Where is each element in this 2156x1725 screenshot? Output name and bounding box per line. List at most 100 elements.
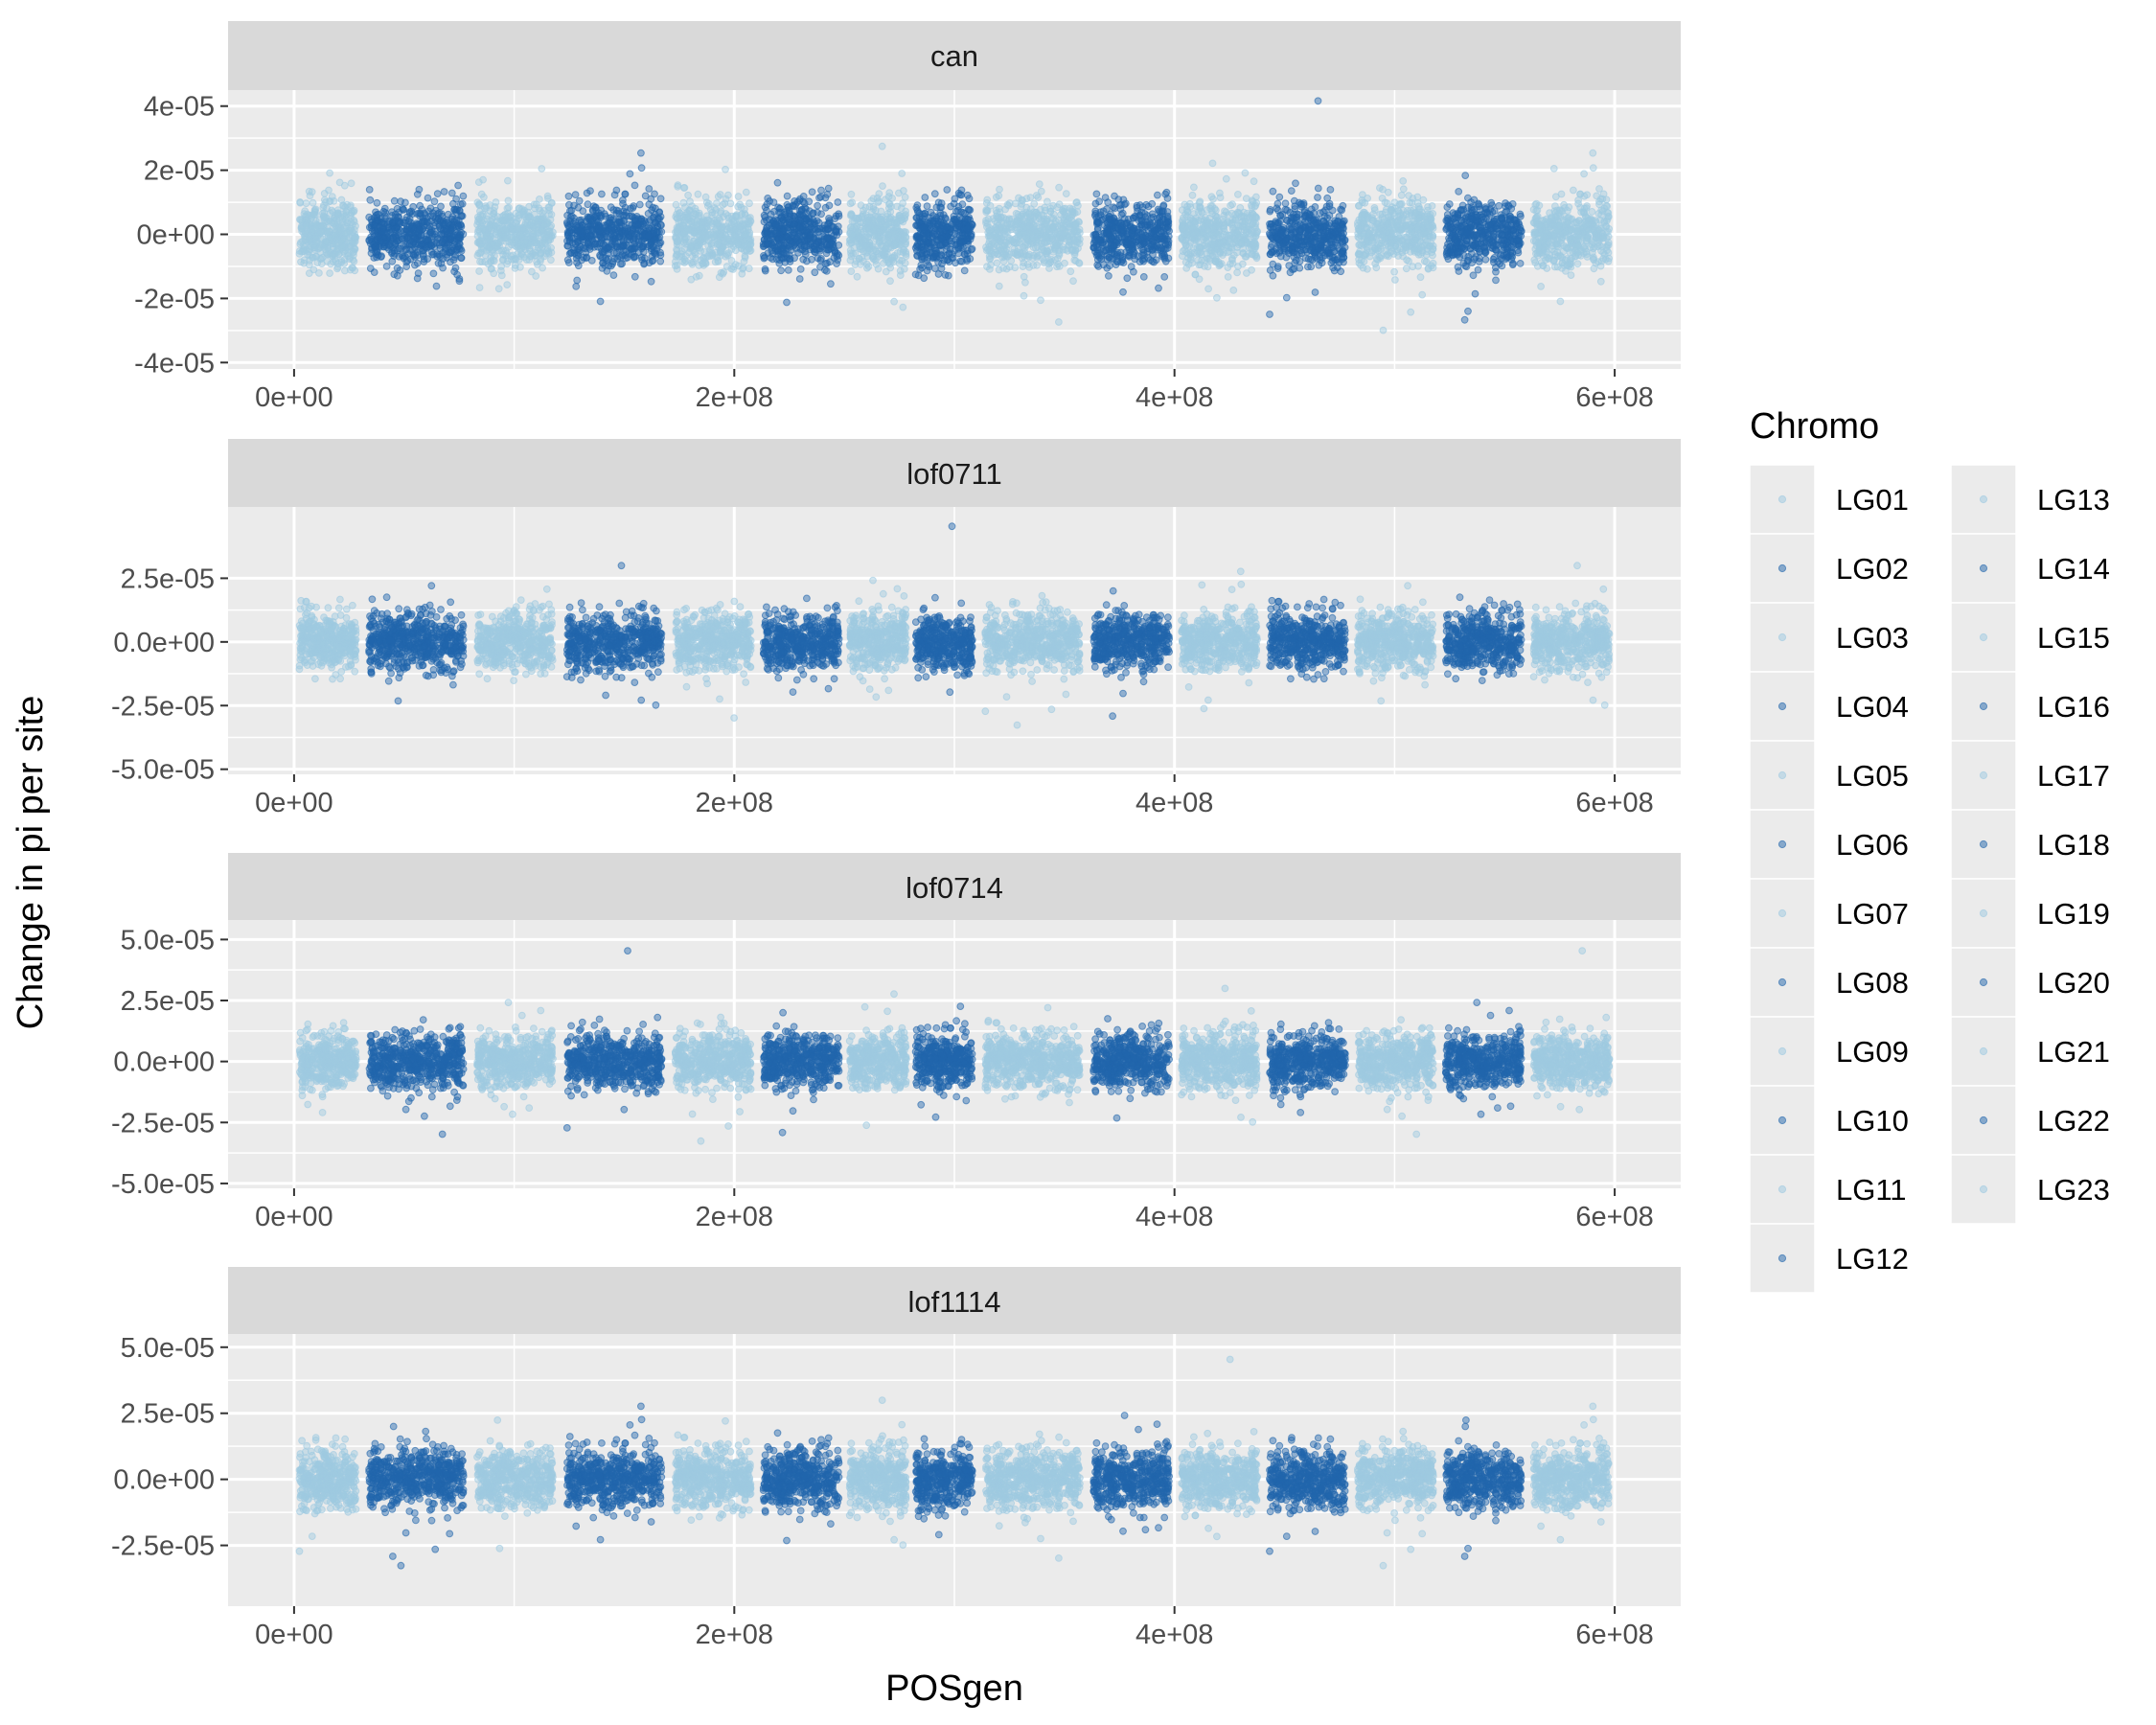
data-point	[822, 195, 829, 201]
data-point	[996, 266, 1002, 273]
data-point	[573, 255, 580, 262]
data-point	[833, 213, 839, 219]
data-point	[572, 241, 579, 247]
data-point	[487, 244, 493, 251]
data-point	[797, 266, 804, 273]
data-point	[504, 282, 511, 288]
data-point	[1104, 264, 1111, 271]
data-point	[339, 244, 346, 251]
data-point	[1160, 202, 1167, 209]
data-point	[717, 192, 723, 198]
data-point	[391, 197, 398, 204]
data-point	[673, 253, 679, 260]
data-point	[958, 192, 965, 198]
data-point	[942, 272, 949, 279]
data-point	[565, 193, 572, 199]
data-point	[862, 204, 869, 211]
data-point	[1159, 253, 1166, 260]
data-point	[535, 235, 541, 242]
data-point	[572, 192, 579, 198]
data-point	[455, 218, 462, 224]
data-point	[1041, 260, 1047, 266]
data-point	[348, 202, 355, 209]
data-point	[701, 230, 708, 237]
data-point	[894, 250, 901, 257]
data-point	[338, 196, 345, 203]
data-point	[718, 210, 724, 217]
data-point	[488, 222, 494, 229]
data-point	[679, 221, 686, 228]
data-point	[999, 254, 1006, 261]
data-point	[366, 238, 373, 244]
data-point	[1038, 297, 1044, 304]
data-point	[878, 218, 884, 225]
data-point	[1225, 274, 1231, 281]
data-point	[859, 236, 865, 242]
data-point	[964, 236, 971, 242]
data-point	[633, 214, 640, 220]
data-point	[353, 234, 359, 241]
data-point	[1070, 278, 1077, 285]
data-point	[1037, 228, 1044, 235]
data-point	[698, 248, 704, 255]
data-point	[432, 234, 439, 241]
data-point	[690, 247, 697, 254]
data-point	[854, 273, 860, 280]
data-point	[610, 207, 617, 214]
data-point	[993, 226, 999, 233]
data-point	[621, 212, 628, 218]
data-point	[642, 193, 649, 199]
data-point	[1242, 170, 1249, 176]
data-point	[1140, 249, 1147, 256]
data-point	[1020, 197, 1026, 204]
data-point	[444, 255, 450, 262]
data-point	[532, 252, 539, 259]
data-point	[1044, 226, 1050, 233]
data-point	[611, 192, 618, 198]
data-point	[504, 205, 511, 212]
data-point	[1149, 200, 1156, 207]
data-point	[348, 180, 355, 187]
data-point	[835, 250, 841, 257]
facet-panel-can: can4e-052e-050e+00-2e-05-4e-050e+00 2e+08…	[134, 21, 1681, 413]
data-point	[964, 226, 971, 233]
data-point	[878, 242, 884, 249]
data-point	[860, 211, 866, 218]
data-point	[316, 270, 323, 277]
data-point	[1205, 286, 1212, 292]
data-point	[366, 214, 373, 220]
data-point	[657, 252, 664, 259]
data-point	[964, 250, 971, 257]
data-point	[448, 190, 455, 196]
data-point	[1100, 216, 1107, 222]
data-point	[438, 203, 445, 210]
data-point	[430, 270, 437, 277]
data-point	[1000, 246, 1007, 253]
data-point	[1134, 242, 1140, 249]
data-point	[1012, 264, 1019, 271]
data-point	[478, 191, 485, 197]
data-point	[510, 226, 516, 233]
data-point	[791, 230, 797, 237]
data-point	[1022, 279, 1029, 286]
data-point	[480, 176, 487, 183]
data-point	[1056, 184, 1063, 191]
data-point	[809, 256, 815, 263]
data-point	[892, 227, 899, 234]
data-point	[803, 223, 810, 230]
data-point	[984, 264, 991, 270]
data-point	[1112, 205, 1118, 212]
data-point	[571, 215, 578, 221]
data-point	[784, 193, 791, 199]
data-point	[1050, 216, 1057, 222]
data-point	[693, 212, 700, 218]
data-point	[452, 264, 459, 271]
data-point	[458, 255, 465, 262]
data-point	[791, 220, 798, 227]
data-point	[1071, 236, 1078, 242]
data-point	[900, 304, 906, 310]
data-point	[1104, 227, 1111, 234]
data-point	[374, 199, 380, 206]
data-point	[1115, 225, 1122, 232]
data-point	[433, 283, 440, 289]
